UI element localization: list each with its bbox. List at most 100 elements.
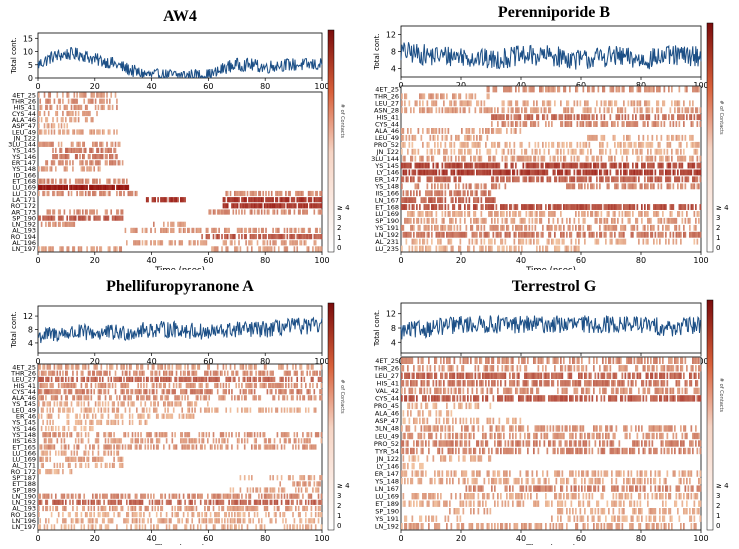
contact-cell — [554, 176, 556, 182]
contact-cell — [296, 240, 298, 245]
contact-cell — [679, 135, 681, 141]
contact-cell — [285, 209, 287, 214]
contact-cell — [82, 209, 84, 214]
contact-cell — [262, 432, 264, 437]
colorbar-tick-label: 0 — [716, 244, 720, 252]
contact-cell — [571, 107, 573, 113]
contact-cell — [649, 107, 651, 113]
contact-cell — [476, 218, 478, 224]
contact-cell — [497, 232, 499, 238]
contact-cell — [530, 239, 532, 245]
contact-cell — [536, 204, 538, 210]
contact-cell — [78, 401, 80, 406]
contact-cell — [245, 197, 247, 202]
contact-cell — [238, 209, 240, 214]
contact-cell — [532, 204, 534, 210]
contact-cell — [605, 100, 607, 106]
contact-cell — [527, 163, 529, 169]
contact-cell — [544, 149, 546, 155]
contact-cell — [160, 240, 162, 245]
contact-cell — [191, 414, 193, 419]
contact-cell — [650, 232, 652, 238]
contact-cell — [301, 389, 303, 394]
contact-cell — [683, 100, 685, 106]
contact-cell — [118, 209, 120, 214]
contact-cell — [51, 389, 53, 394]
contact-cell — [71, 191, 73, 196]
top-y-axis-label: Total cont. — [10, 311, 18, 348]
contact-cell — [164, 365, 166, 370]
contact-cell — [71, 142, 73, 147]
contact-cell — [419, 204, 421, 210]
contact-cell — [78, 395, 80, 400]
contact-cell — [491, 107, 493, 113]
contact-cell — [227, 371, 229, 376]
contact-cell — [299, 395, 301, 400]
contact-cell — [497, 225, 499, 231]
contact-cell — [54, 209, 56, 214]
contact-cell — [49, 414, 51, 419]
contact-cell — [512, 121, 514, 127]
contact-cell — [92, 191, 94, 196]
contact-cell — [76, 142, 78, 147]
contact-cell — [593, 204, 595, 210]
contact-cell — [38, 377, 40, 382]
contact-cell — [93, 457, 95, 462]
contact-cell — [575, 149, 577, 155]
contact-cell — [238, 197, 240, 202]
contact-cell — [163, 222, 165, 227]
contact-cell — [497, 218, 499, 224]
contact-cell — [103, 93, 105, 98]
contact-cell — [505, 121, 507, 127]
contact-cell — [309, 494, 311, 499]
contact-cell — [427, 225, 429, 231]
contact-cell — [650, 218, 652, 224]
contact-cell — [150, 444, 152, 449]
contact-cell — [41, 222, 43, 227]
contact-cell — [601, 135, 603, 141]
contact-cell — [72, 111, 74, 116]
contact-cell — [554, 114, 556, 120]
contact-cell — [304, 377, 306, 382]
contact-cell — [76, 129, 78, 134]
contact-cell — [47, 166, 49, 171]
contact-cell — [431, 225, 433, 231]
contact-cell — [610, 114, 612, 120]
contact-cell — [692, 121, 694, 127]
contact-cell — [529, 156, 531, 162]
contact-cell — [536, 218, 538, 224]
contact-cell — [689, 135, 691, 141]
contact-cell — [89, 99, 91, 104]
contact-cell — [113, 463, 115, 468]
contact-cell — [79, 148, 81, 153]
contact-cell — [493, 128, 495, 134]
contact-cell — [197, 395, 199, 400]
contact-cell — [647, 239, 649, 245]
contact-cell — [505, 239, 507, 245]
contact-cell — [301, 240, 303, 245]
contact-cell — [41, 117, 43, 122]
contact-cell — [101, 185, 103, 190]
contact-cell — [500, 128, 502, 134]
contact-cell — [457, 211, 459, 217]
contact-cell — [81, 383, 83, 388]
contact-cell — [655, 156, 657, 162]
contact-cell — [88, 154, 90, 159]
contact-cell — [95, 438, 97, 443]
contact-cell — [301, 383, 303, 388]
contact-cell — [52, 408, 54, 413]
contact-cell — [294, 408, 296, 413]
contact-cell — [98, 395, 100, 400]
contact-cell — [496, 163, 498, 169]
contact-cell — [571, 149, 573, 155]
top-y-axis-label: Total cont. — [373, 33, 381, 70]
contact-cell — [227, 494, 229, 499]
contact-cell — [245, 371, 247, 376]
contact-cell — [526, 204, 528, 210]
contact-cell — [265, 246, 267, 251]
contact-cell — [641, 204, 643, 210]
contact-cell — [110, 185, 112, 190]
contact-cell — [439, 197, 441, 203]
contact-cell — [180, 401, 182, 406]
contact-cell — [62, 216, 64, 221]
